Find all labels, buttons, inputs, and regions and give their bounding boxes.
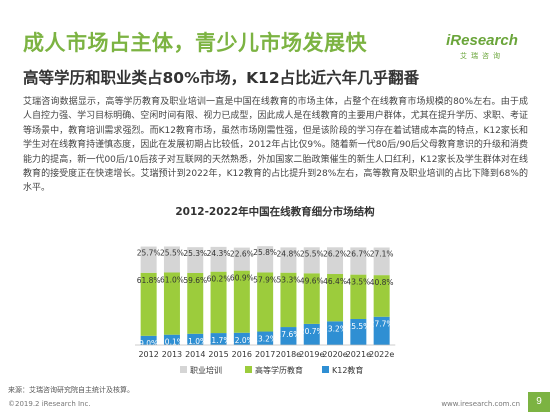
x-tick-label: 2016 xyxy=(232,350,252,359)
logo-chinese: 艾瑞咨询 xyxy=(460,52,504,60)
iresearch-logo: iResearch 艾瑞咨询 xyxy=(432,32,532,61)
data-label: 25.5% xyxy=(160,248,184,257)
data-label: 53.3% xyxy=(277,276,301,285)
data-label: 46.4% xyxy=(323,277,347,286)
logo-wordmark: iResearch xyxy=(446,32,518,49)
bar-segment xyxy=(327,321,344,345)
data-label: 40.8% xyxy=(370,278,394,287)
bar-segment xyxy=(233,247,250,271)
data-label: 25.3% xyxy=(183,249,207,258)
legend-label: 高等学历教育 xyxy=(255,365,303,375)
bar-segment xyxy=(140,272,157,336)
x-tick-label: 2013 xyxy=(162,350,182,359)
x-tick-label: 2021e xyxy=(346,350,371,359)
data-label: 26.7% xyxy=(346,249,370,258)
data-label: 11.7% xyxy=(207,336,231,345)
data-label: 27.7% xyxy=(370,320,394,329)
legend-label: K12教育 xyxy=(332,365,363,375)
data-label: 23.2% xyxy=(323,324,347,333)
data-label: 49.6% xyxy=(300,276,324,285)
footer-url: www.iresearch.com.cn xyxy=(441,400,520,408)
data-label: 61.8% xyxy=(137,276,161,285)
data-label: 10.1% xyxy=(160,338,184,347)
data-label: 25.8% xyxy=(253,248,277,257)
x-tick-label: 2019e xyxy=(299,350,324,359)
bar-segment xyxy=(163,272,180,335)
data-label: 61.0% xyxy=(160,275,184,284)
page-number: 9 xyxy=(528,392,550,412)
data-label: 43.5% xyxy=(346,278,370,287)
page-subtitle: 高等学历和职业类占80%市场，K12占比近六年几乎翻番 xyxy=(23,69,420,87)
x-tick-label: 2012 xyxy=(138,350,158,359)
bar-segment xyxy=(257,331,274,345)
bar-segment xyxy=(187,272,204,334)
bar-segment xyxy=(303,273,320,324)
bar-segment xyxy=(373,316,390,345)
page-title: 成人市场占主体，青少儿市场发展快 xyxy=(23,31,367,55)
chart-title: 2012-2022年中国在线教育细分市场结构 xyxy=(175,206,375,218)
data-label: 20.7% xyxy=(300,327,324,336)
bar-segment xyxy=(140,335,157,345)
bar-segment xyxy=(257,272,274,332)
bar-segment xyxy=(210,271,227,334)
x-tick-label: 2018e xyxy=(276,350,301,359)
data-label: 59.6% xyxy=(183,276,207,285)
bar-segment xyxy=(163,334,180,345)
bar-segment xyxy=(350,318,367,345)
legend-swatch xyxy=(245,366,252,373)
bar-segment xyxy=(233,332,250,345)
data-label: 27.1% xyxy=(370,249,394,258)
data-label: 26.2% xyxy=(323,249,347,258)
data-label: 12.0% xyxy=(230,336,254,345)
source-note: 来源：艾瑞咨询研究院自主统计及核算。 xyxy=(8,386,134,394)
bar-segment xyxy=(303,247,320,274)
bar-segment xyxy=(187,333,204,345)
data-label: 60.2% xyxy=(207,275,231,284)
bar-segment xyxy=(140,246,157,273)
data-label: 9.0% xyxy=(139,339,158,348)
bar-segment xyxy=(280,327,297,345)
data-label: 17.6% xyxy=(277,330,301,339)
legend-label: 职业培训 xyxy=(190,365,222,375)
data-label: 25.5% xyxy=(346,322,370,331)
bar-segment xyxy=(327,274,344,322)
bar-segment xyxy=(233,270,250,333)
x-tick-label: 2020e xyxy=(322,350,347,359)
data-label: 60.9% xyxy=(230,274,254,283)
x-tick-label: 2014 xyxy=(185,350,205,359)
bar-segment xyxy=(373,247,390,276)
data-label: 11.0% xyxy=(183,337,207,346)
bar-segment xyxy=(373,275,390,317)
data-label: 22.6% xyxy=(230,250,254,259)
bar-segment xyxy=(350,247,367,275)
data-label: 13.2% xyxy=(253,335,277,344)
data-label: 25.5% xyxy=(300,249,324,258)
data-label: 24.8% xyxy=(277,249,301,258)
bar-segment xyxy=(303,323,320,345)
data-label: 24.3% xyxy=(207,249,231,258)
bar-segment xyxy=(257,246,274,273)
legend-swatch xyxy=(180,366,187,373)
bar-segment xyxy=(210,246,227,272)
bar-segment xyxy=(350,274,367,319)
x-tick-label: 2017 xyxy=(255,350,275,359)
legend-swatch xyxy=(322,366,329,373)
bar-segment xyxy=(210,333,227,345)
bar-segment xyxy=(163,246,180,273)
body-paragraph: 艾瑞咨询数据显示，高等学历教育及职业培训一直是中国在线教育的市场主体，占整个在线… xyxy=(23,97,528,194)
x-tick-label: 2022e xyxy=(369,350,394,359)
bar-segment xyxy=(280,272,297,328)
data-label: 57.9% xyxy=(253,275,277,284)
data-label: 25.7% xyxy=(137,249,161,258)
bar-segment xyxy=(187,247,204,273)
x-tick-label: 2015 xyxy=(208,350,228,359)
bar-segment xyxy=(280,247,297,273)
copyright: ©2019.2 iResearch Inc. xyxy=(8,400,91,408)
stacked-bar-chart: 9.0%61.8%25.7%201210.1%61.0%25.5%201311.… xyxy=(135,246,396,375)
bar-segment xyxy=(327,247,344,275)
